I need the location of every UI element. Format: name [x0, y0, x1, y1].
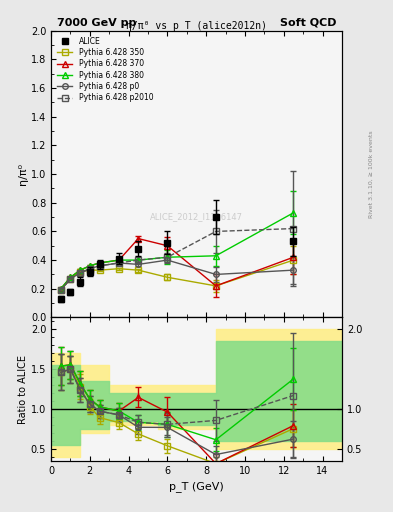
Legend: ALICE, Pythia 6.428 350, Pythia 6.428 370, Pythia 6.428 380, Pythia 6.428 p0, Py: ALICE, Pythia 6.428 350, Pythia 6.428 37…	[55, 34, 156, 104]
Title: η/π⁰ vs p_T (alice2012n): η/π⁰ vs p_T (alice2012n)	[126, 20, 267, 31]
Y-axis label: η/π⁰: η/π⁰	[18, 163, 28, 185]
Text: 7000 GeV pp: 7000 GeV pp	[57, 18, 136, 28]
X-axis label: p_T (GeV): p_T (GeV)	[169, 481, 224, 492]
Text: ALICE_2012_I1116147: ALICE_2012_I1116147	[150, 212, 243, 222]
Y-axis label: Ratio to ALICE: Ratio to ALICE	[18, 355, 28, 423]
Text: Soft QCD: Soft QCD	[279, 18, 336, 28]
Text: Rivet 3.1.10, ≥ 100k events: Rivet 3.1.10, ≥ 100k events	[369, 130, 373, 218]
